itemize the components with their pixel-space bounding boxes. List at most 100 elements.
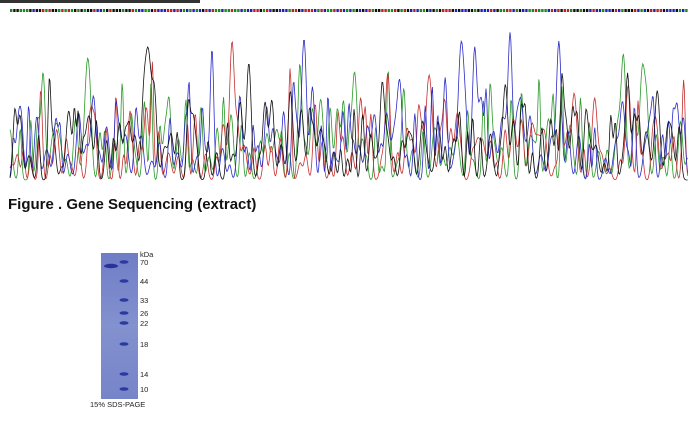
trace-2 <box>9 32 688 180</box>
base-letter <box>602 9 605 12</box>
base-letter <box>243 9 246 12</box>
base-letter <box>582 9 586 12</box>
base-letter <box>266 9 269 12</box>
base-letter <box>298 9 301 12</box>
base-letter <box>509 9 512 12</box>
base-letter <box>445 9 448 12</box>
base-letter <box>64 9 67 12</box>
base-letter <box>464 9 467 12</box>
base-letter <box>387 9 390 12</box>
base-letter <box>397 9 400 12</box>
base-letter <box>518 9 522 12</box>
base-letter <box>333 9 336 12</box>
base-letter <box>141 9 144 12</box>
marker-band <box>119 372 129 376</box>
base-letter <box>682 9 685 12</box>
base-letter <box>371 9 374 12</box>
base-letter <box>550 9 554 12</box>
base-letter <box>451 9 454 12</box>
base-letter <box>394 9 397 12</box>
base-letter <box>342 9 346 12</box>
base-letter <box>438 9 442 12</box>
base-letter <box>378 9 381 12</box>
base-letter <box>458 9 461 12</box>
base-letter <box>109 9 112 12</box>
base-letter <box>557 9 560 12</box>
base-letter <box>413 9 416 12</box>
base-letter <box>522 9 525 12</box>
base-letter <box>240 9 243 12</box>
base-letter <box>483 9 486 12</box>
base-letter <box>358 9 362 12</box>
base-letter <box>474 9 477 12</box>
base-letter <box>237 9 240 12</box>
base-letter <box>608 9 611 12</box>
base-letter <box>611 9 614 12</box>
base-letter <box>515 9 518 12</box>
marker-band <box>119 311 129 315</box>
base-letter <box>288 9 291 12</box>
base-letter <box>90 9 93 12</box>
base-letter <box>208 9 211 12</box>
base-letter <box>493 9 496 12</box>
marker-band <box>119 321 129 325</box>
base-letter <box>486 9 490 12</box>
base-letter <box>10 9 13 12</box>
marker-label: 18 <box>140 340 148 349</box>
base-letter <box>650 9 653 12</box>
base-letter <box>118 9 122 12</box>
base-letter <box>595 9 598 12</box>
base-letter <box>675 9 678 12</box>
base-letter <box>70 9 74 12</box>
base-letter <box>285 9 288 12</box>
base-letter <box>227 9 230 12</box>
base-letter <box>477 9 480 12</box>
base-letter <box>67 9 70 12</box>
base-letter <box>51 9 54 12</box>
base-letter <box>144 9 147 12</box>
base-letter <box>214 9 218 12</box>
base-letter <box>541 9 544 12</box>
marker-label: 33 <box>140 296 148 305</box>
base-letter <box>38 9 42 12</box>
base-letter <box>528 9 531 12</box>
base-letter <box>154 9 157 12</box>
base-letter <box>275 9 278 12</box>
base-letter <box>96 9 99 12</box>
base-letter <box>86 9 90 12</box>
sample-band <box>104 263 118 269</box>
base-letter <box>26 9 29 12</box>
base-letter <box>189 9 192 12</box>
base-letter <box>221 9 224 12</box>
base-letter <box>246 9 250 12</box>
base-letter <box>93 9 96 12</box>
base-letter <box>467 9 470 12</box>
base-letter <box>630 9 634 12</box>
base-letter <box>58 9 61 12</box>
base-letter <box>435 9 438 12</box>
base-letter <box>195 9 198 12</box>
base-letter <box>512 9 515 12</box>
base-letter <box>547 9 550 12</box>
base-letter <box>77 9 80 12</box>
base-letter <box>314 9 317 12</box>
base-letter <box>400 9 403 12</box>
base-letter <box>355 9 358 12</box>
base-letter <box>422 9 426 12</box>
base-letter <box>323 9 326 12</box>
cut-text <box>0 0 200 3</box>
base-letter <box>83 9 86 12</box>
base-letter <box>362 9 365 12</box>
base-letter <box>19 9 22 12</box>
base-letter <box>381 9 384 12</box>
base-letter <box>106 9 109 12</box>
base-letter <box>54 9 58 12</box>
base-letter <box>176 9 179 12</box>
base-letter <box>74 9 77 12</box>
marker-label: 10 <box>140 385 148 394</box>
trace-1 <box>9 40 688 181</box>
base-letter <box>326 9 330 12</box>
base-letter <box>125 9 128 12</box>
base-letter <box>317 9 320 12</box>
